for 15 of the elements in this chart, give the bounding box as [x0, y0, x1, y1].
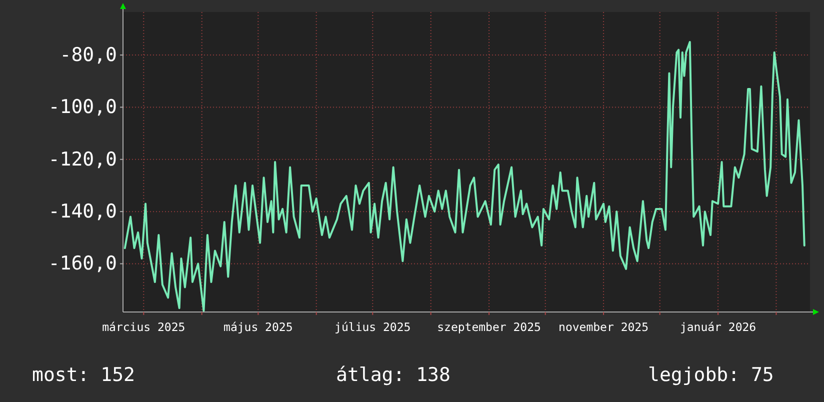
x-tick-label: július 2025	[334, 320, 411, 334]
x-tick-label: szeptember 2025	[437, 320, 541, 334]
x-tick-label: március 2025	[102, 320, 186, 334]
x-tick-label: november 2025	[558, 320, 649, 334]
y-tick-label: -140,0	[48, 200, 117, 223]
text: legjobb: 75	[648, 364, 774, 386]
y-tick-label: -120,0	[48, 148, 117, 170]
y-tick-label: -160,0	[48, 252, 117, 275]
x-tick-label: január 2026	[680, 320, 756, 334]
text: most: 152	[32, 364, 135, 386]
x-tick-label: május 2025	[224, 320, 293, 334]
y-tick-label: -100,0	[48, 96, 117, 118]
y-tick-label: -80,0	[60, 44, 117, 66]
line-series	[124, 41, 806, 312]
text: átlag: 138	[336, 364, 450, 386]
